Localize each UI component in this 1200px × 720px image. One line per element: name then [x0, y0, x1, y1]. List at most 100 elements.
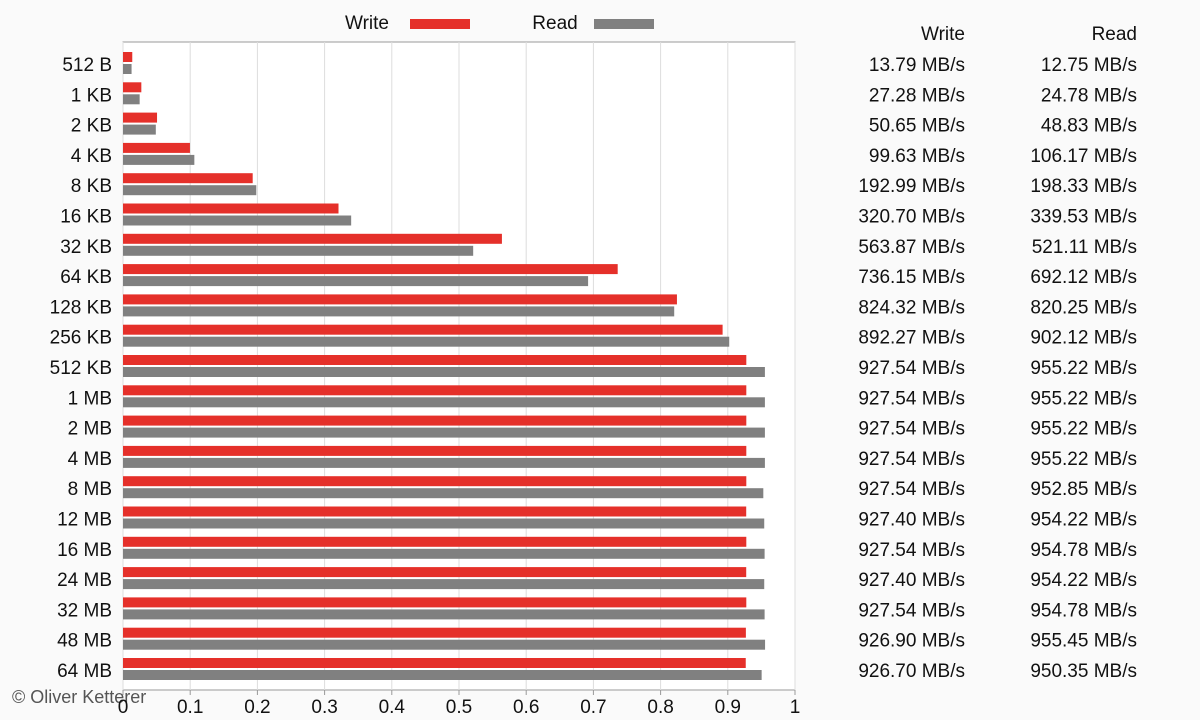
table-value: 192.99 MB/s	[858, 176, 965, 197]
table-value: 50.65 MB/s	[869, 116, 965, 137]
table-value: 926.70 MB/s	[858, 661, 965, 682]
y-tick-label: 1 MB	[68, 388, 112, 409]
y-tick-label: 2 KB	[71, 116, 112, 137]
table-value: 927.54 MB/s	[858, 358, 965, 379]
x-tick-label: 0.5	[446, 697, 472, 718]
y-tick-label: 4 MB	[68, 449, 112, 470]
bar	[123, 306, 675, 317]
y-tick-label: 512 B	[62, 55, 112, 76]
legend-label: Read	[532, 13, 577, 34]
bar	[123, 233, 502, 244]
y-tick-label: 4 KB	[71, 146, 112, 167]
legend-swatch	[594, 19, 654, 29]
table-value: 692.12 MB/s	[1030, 267, 1137, 288]
table-value: 927.54 MB/s	[858, 388, 965, 409]
table-value: 892.27 MB/s	[858, 328, 965, 349]
bar	[123, 548, 765, 559]
bar	[123, 215, 352, 226]
table-value: 955.22 MB/s	[1030, 449, 1137, 470]
y-tick-label: 32 KB	[60, 237, 112, 258]
table-value: 955.22 MB/s	[1030, 358, 1137, 379]
bar	[123, 64, 132, 74]
table-value: 824.32 MB/s	[858, 297, 965, 318]
table-value: 955.22 MB/s	[1030, 388, 1137, 409]
bar	[123, 506, 747, 517]
bar	[123, 536, 747, 547]
bar	[123, 427, 765, 438]
y-tick-label: 24 MB	[57, 570, 112, 591]
bar	[123, 397, 765, 408]
table-value: 736.15 MB/s	[858, 267, 965, 288]
y-tick-label: 64 KB	[60, 267, 112, 288]
table-value: 955.45 MB/s	[1030, 631, 1137, 652]
bar	[123, 367, 765, 377]
table-value: 927.54 MB/s	[858, 540, 965, 561]
table-value: 339.53 MB/s	[1030, 207, 1137, 228]
x-tick-label: 0	[118, 697, 129, 718]
table-value: 12.75 MB/s	[1041, 55, 1137, 76]
bar	[123, 597, 747, 608]
bar	[123, 457, 765, 468]
bar	[123, 185, 257, 196]
table-value: 27.28 MB/s	[869, 85, 965, 106]
table-value: 927.54 MB/s	[858, 419, 965, 440]
table-value: 902.12 MB/s	[1030, 328, 1137, 349]
table-value: 955.22 MB/s	[1030, 419, 1137, 440]
y-tick-label: 16 KB	[60, 207, 112, 228]
table-value: 926.90 MB/s	[858, 631, 965, 652]
table-header: Read	[1092, 24, 1137, 45]
bar	[123, 264, 618, 275]
x-tick-label: 0.1	[177, 697, 203, 718]
table-value: 13.79 MB/s	[869, 55, 965, 76]
x-tick-label: 0.8	[647, 697, 673, 718]
table-value: 521.11 MB/s	[1032, 237, 1137, 258]
bar	[123, 579, 765, 590]
x-tick-label: 0.7	[580, 697, 606, 718]
table-value: 99.63 MB/s	[869, 146, 965, 167]
table-value: 820.25 MB/s	[1030, 297, 1137, 318]
table-value: 954.22 MB/s	[1030, 570, 1137, 591]
bar	[123, 203, 339, 214]
y-tick-label: 16 MB	[57, 540, 112, 561]
bar	[123, 385, 747, 396]
y-tick-label: 2 MB	[68, 419, 112, 440]
table-value: 954.78 MB/s	[1030, 600, 1137, 621]
bar	[123, 670, 762, 680]
table-value: 563.87 MB/s	[858, 237, 965, 258]
y-tick-label: 1 KB	[71, 85, 112, 106]
y-tick-label: 32 MB	[57, 600, 112, 621]
bar	[123, 52, 133, 62]
bar	[123, 142, 190, 153]
table-value: 24.78 MB/s	[1041, 85, 1137, 106]
y-tick-label: 8 KB	[71, 176, 112, 197]
table-value: 950.35 MB/s	[1030, 661, 1137, 682]
table-value: 320.70 MB/s	[858, 207, 965, 228]
x-tick-label: 0.9	[715, 697, 741, 718]
bar	[123, 627, 746, 638]
bar	[123, 245, 474, 256]
x-tick-label: 0.3	[311, 697, 337, 718]
y-tick-label: 512 KB	[50, 358, 112, 379]
y-tick-label: 128 KB	[50, 297, 112, 318]
bar	[123, 415, 747, 426]
bar	[123, 154, 195, 165]
bar	[123, 94, 140, 105]
table-value: 954.22 MB/s	[1030, 510, 1137, 531]
table-value: 952.85 MB/s	[1030, 479, 1137, 500]
table-value: 48.83 MB/s	[1041, 116, 1137, 137]
y-tick-label: 8 MB	[68, 479, 112, 500]
credit: © Oliver Ketterer	[12, 687, 146, 707]
bar	[123, 445, 747, 456]
y-tick-label: 48 MB	[57, 631, 112, 652]
bar	[123, 276, 589, 287]
legend-label: Write	[345, 13, 389, 34]
bar	[123, 567, 747, 578]
table-value: 198.33 MB/s	[1030, 176, 1137, 197]
bar	[123, 112, 158, 123]
x-tick-label: 0.6	[513, 697, 539, 718]
bar	[123, 609, 765, 620]
bar	[123, 355, 747, 365]
x-tick-label: 1	[790, 697, 801, 718]
bar	[123, 639, 766, 650]
